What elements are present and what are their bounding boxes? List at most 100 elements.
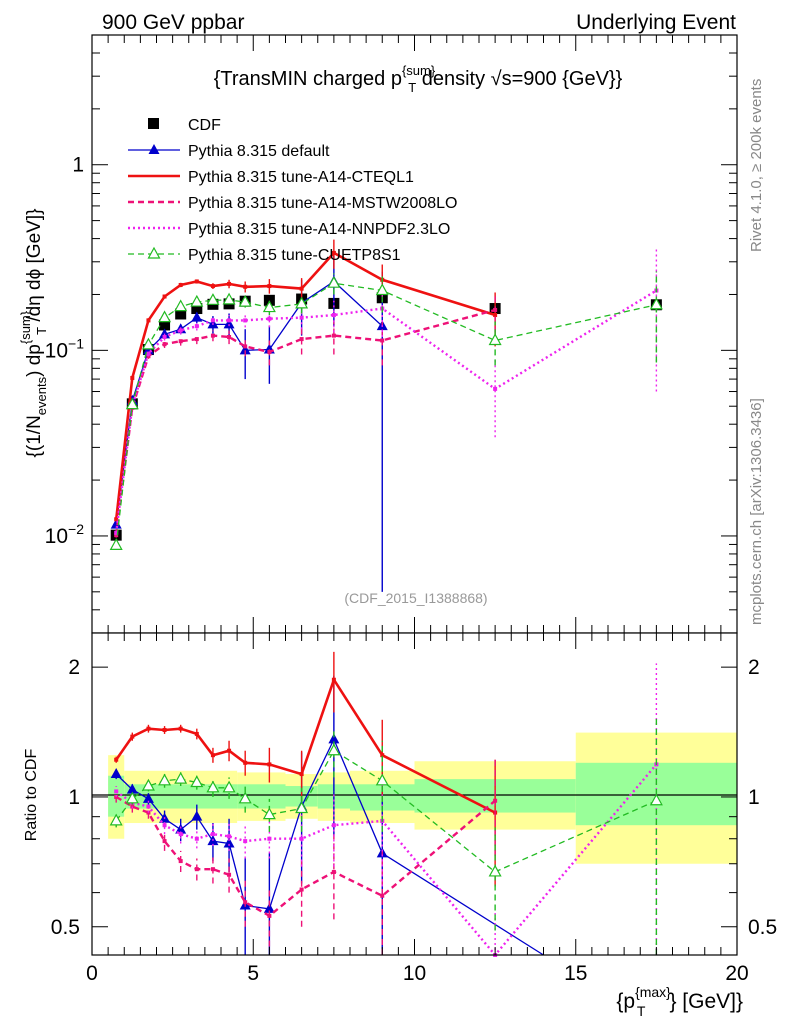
header-left: 900 GeV ppbar [102, 11, 244, 34]
ratio-point [158, 773, 172, 786]
legend-marker [148, 144, 160, 154]
ratio-point [142, 792, 154, 803]
y-tick-label: 2 [68, 656, 80, 679]
ratio-point [110, 768, 122, 779]
x-tick-label: 20 [725, 962, 748, 985]
data-point [210, 333, 215, 338]
ratio-point [194, 731, 199, 736]
data-point [194, 324, 199, 329]
data-point [114, 517, 119, 522]
y-tick-label: 1 [68, 786, 80, 809]
data-point [194, 337, 199, 342]
legend-label: Pythia 8.315 default [188, 143, 330, 160]
rivet-version-label: Rivet 4.1.0, ≥ 200k events [748, 79, 765, 252]
data-point [262, 300, 276, 313]
ratio-point [327, 743, 341, 756]
data-point [191, 311, 203, 322]
ratio-point [299, 836, 304, 841]
ratio-point [141, 778, 155, 791]
data-point [299, 286, 304, 291]
data-point [130, 375, 135, 380]
data-point [162, 342, 167, 347]
y-tick-label: 10−1 [45, 335, 85, 362]
data-point [162, 294, 167, 299]
data-point [223, 318, 235, 329]
series-line [115, 308, 496, 536]
ratio-point [243, 839, 248, 844]
ratio-point [380, 753, 385, 758]
ratio-series-2 [114, 758, 498, 955]
y-tick-label: 10−2 [45, 521, 85, 548]
analysis-label: (CDF_2015_I1388868) [344, 590, 487, 606]
ratio-point [191, 810, 203, 821]
data-point [493, 313, 498, 318]
data-point [243, 284, 248, 289]
ratio-point [295, 801, 309, 814]
data-point [267, 349, 272, 354]
legend-item: Pythia 8.315 tune-A14-NNPDF2.3LO [128, 221, 450, 238]
ratio-point [126, 783, 138, 794]
data-point [227, 281, 232, 286]
data-point [295, 296, 309, 309]
ratio-point [194, 867, 199, 872]
x-tick-label: 0 [86, 962, 98, 985]
data-point [158, 310, 172, 323]
ratio-point [146, 726, 151, 731]
ratio-point [194, 836, 199, 841]
data-point [174, 299, 188, 312]
data-point [299, 337, 304, 342]
y-tick-label-right: 2 [748, 656, 760, 679]
ratio-point [331, 869, 336, 874]
ratio-point [210, 832, 215, 837]
data-point [175, 308, 187, 320]
data-point [162, 335, 167, 340]
mcplots-url-label: mcplots.cern.ch [arXiv:1306.3436] [748, 398, 765, 625]
data-point [178, 282, 183, 287]
ratio-point [493, 798, 498, 803]
data-point [331, 313, 336, 318]
x-axis-label: {p{max} T} [GeV]} [616, 984, 743, 1019]
data-point [190, 294, 204, 307]
data-point [178, 328, 183, 333]
ratio-series-1 [114, 651, 498, 887]
ratio-point [267, 913, 272, 918]
legend-label: Pythia 8.315 tune-A14-NNPDF2.3LO [188, 221, 450, 238]
data-point [263, 294, 275, 306]
data-point [110, 518, 122, 529]
ratio-point [130, 734, 135, 739]
x-tick-label: 15 [564, 962, 587, 985]
legend-label: Pythia 8.315 tune-CUETP8S1 [188, 247, 401, 264]
ratio-point [178, 859, 183, 864]
ratio-point [380, 893, 385, 898]
data-point [331, 250, 336, 255]
legend: CDF Pythia 8.315 default Pythia 8.315 tune… [128, 117, 457, 264]
legend-label: Pythia 8.315 tune-A14-MSTW2008LO [188, 195, 457, 212]
ratio-point [146, 804, 151, 809]
y-tick-label: 1 [72, 154, 84, 177]
y-tick-label-right: 0.5 [748, 916, 777, 939]
data-point [109, 538, 123, 550]
series-5 [109, 271, 663, 550]
ratio-point [109, 813, 123, 826]
ratio-point [488, 864, 502, 877]
legend-marker [148, 118, 159, 129]
chart-title: {TransMIN charged p{sum} T density √s=900… [214, 63, 623, 95]
ratio-point [331, 677, 336, 682]
data-point [488, 333, 502, 346]
ratio-point [227, 872, 232, 877]
data-point [146, 318, 151, 323]
legend-label: CDF [188, 117, 221, 134]
ratio-point [222, 780, 236, 793]
ratio-point [210, 867, 215, 872]
data-point [194, 279, 199, 284]
data-point [159, 328, 171, 339]
ratio-line [115, 795, 496, 918]
ratio-y-axis-label: Ratio to CDF [23, 749, 40, 842]
ratio-point [223, 837, 235, 848]
ratio-point [125, 791, 139, 804]
data-point [243, 344, 248, 349]
ratio-point [267, 836, 272, 841]
legend-item: Pythia 8.315 tune-CUETP8S1 [128, 246, 401, 264]
ratio-series-4 [109, 717, 663, 955]
data-point [380, 338, 385, 343]
